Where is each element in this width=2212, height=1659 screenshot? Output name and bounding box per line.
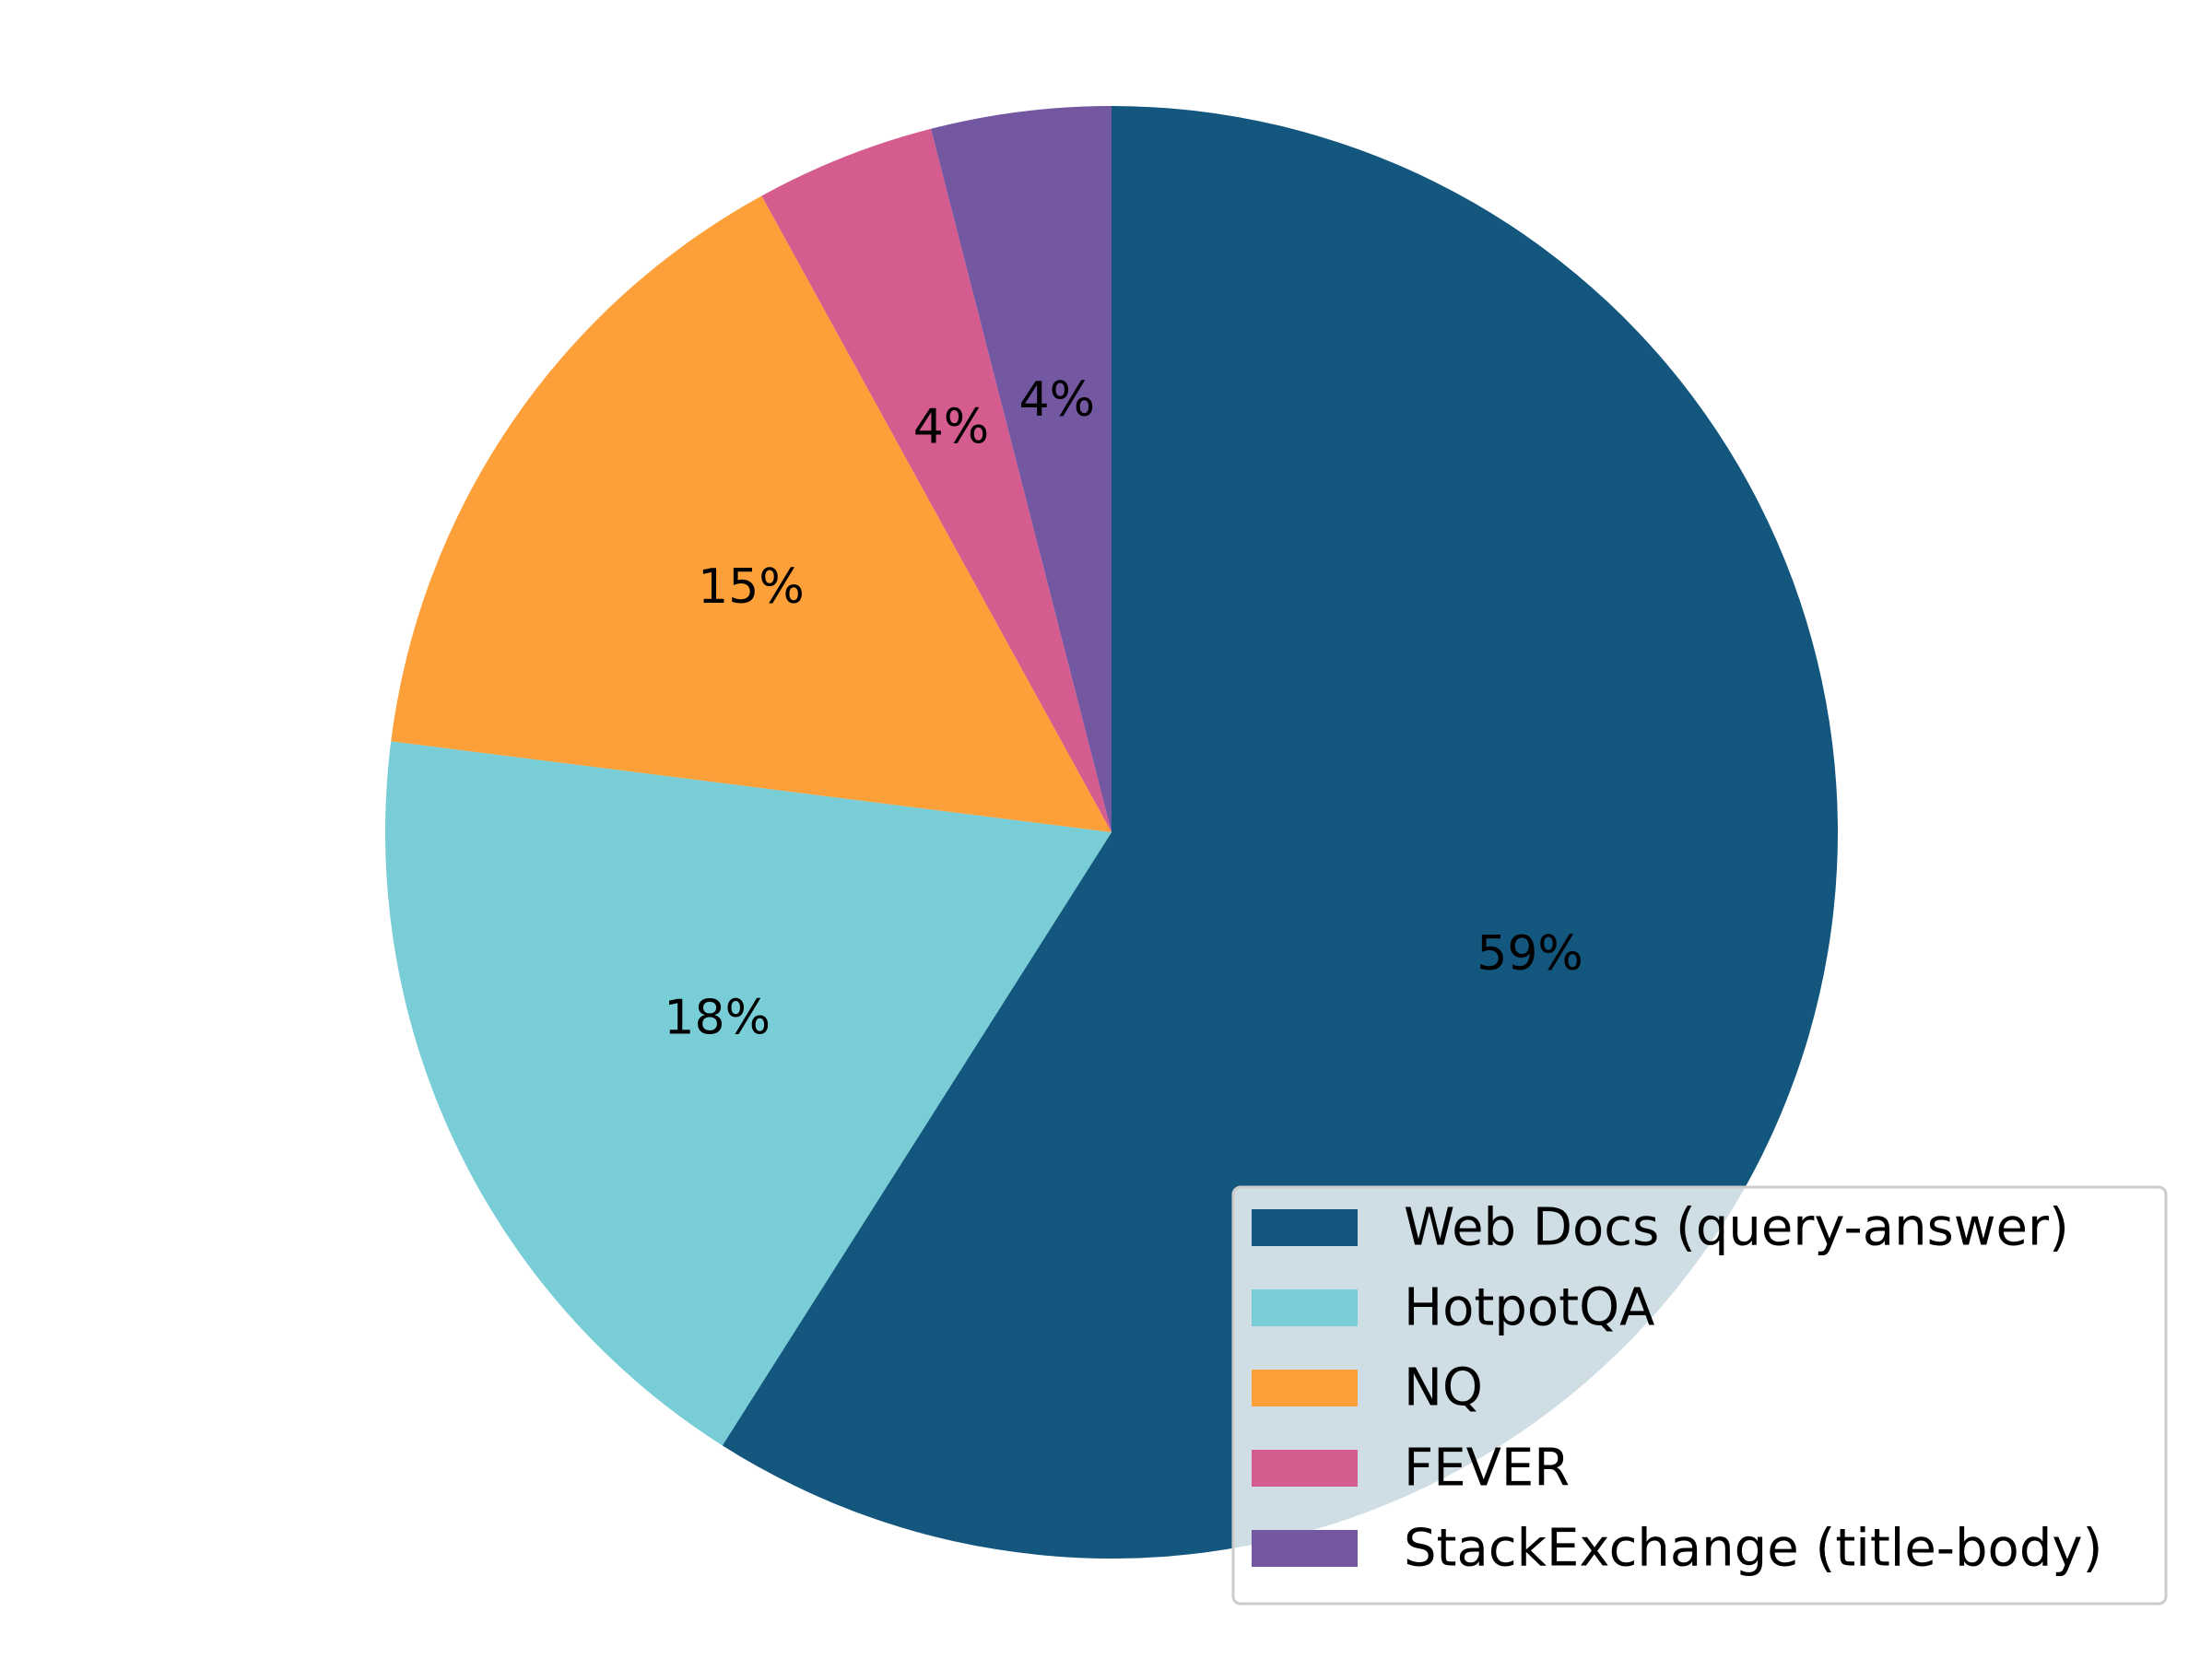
legend-label: NQ: [1404, 1359, 1483, 1418]
pie-percent-label: 15%: [698, 559, 805, 615]
pie-percent-label: 59%: [1477, 926, 1583, 982]
legend-label: HotpotQA: [1404, 1278, 1654, 1338]
pie-percent-labels: 59% 18% 15% 4% 4%: [664, 372, 1583, 1045]
legend-frame: [1231, 1185, 2168, 1606]
pie-percent-label: 4%: [913, 399, 990, 454]
legend-label: Web Docs (query-answer): [1404, 1198, 2069, 1258]
pie-percent-label: 18%: [664, 990, 771, 1045]
legend-swatch: [1252, 1530, 1358, 1567]
legend-swatch: [1252, 1209, 1358, 1246]
legend-label: StackExchange (title-body): [1404, 1519, 2102, 1579]
pie-percent-label: 4%: [1018, 372, 1095, 428]
pie-slice-fever: [761, 128, 1112, 832]
legend-swatch: [1252, 1450, 1358, 1487]
pie-slice-stackexchange-title-body: [931, 106, 1112, 832]
legend: Web Docs (query-answer) HotpotQA NQ FEVER St…: [1231, 1185, 2168, 1606]
legend-swatch: [1252, 1370, 1358, 1406]
legend-swatch: [1252, 1289, 1358, 1326]
pie-slice-nq: [391, 195, 1112, 832]
pie-slice-hotpotqa: [384, 741, 1112, 1446]
legend-label: FEVER: [1404, 1439, 1570, 1499]
